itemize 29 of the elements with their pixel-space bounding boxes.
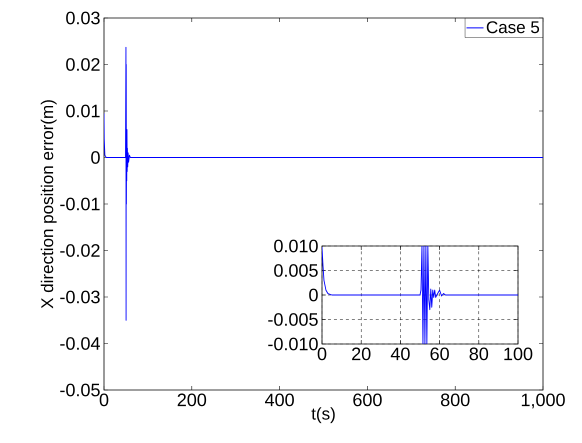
y-tick-label: 0.010 (274, 240, 318, 252)
y-tick-label: -0.005 (268, 313, 318, 326)
y-tick-label: -0.05 (60, 384, 100, 396)
y-tick-label: -0.04 (60, 337, 100, 350)
y-tick-label: 0.03 (66, 12, 100, 24)
x-tick-label: 0 (318, 348, 326, 360)
x-tick-label: 20 (352, 348, 371, 360)
y-tick-label: 0 (91, 151, 100, 164)
x-tick-label: 60 (430, 348, 449, 360)
x-tick-label: 600 (353, 394, 382, 406)
y-tick-label: -0.01 (60, 198, 100, 210)
y-tick-label: -0.03 (60, 290, 100, 304)
y-tick-label: 0.02 (66, 58, 100, 71)
y-tick-label: 0 (309, 288, 318, 302)
x-tick-label: 400 (264, 394, 294, 406)
x-tick-label: 200 (178, 394, 206, 406)
y-tick-label: -0.010 (268, 338, 318, 350)
x-tick-label: 1,000 (522, 394, 565, 408)
y-tick-label: 0.01 (66, 104, 100, 118)
x-tick-label: 800 (440, 394, 470, 406)
y-tick-label: 0.005 (274, 264, 318, 277)
x-tick-label: 0 (100, 394, 108, 406)
legend-label: Case 5 (486, 21, 540, 34)
x-tick-label: 100 (504, 348, 532, 360)
y-axis-title: X direction position error(m) (40, 100, 57, 308)
x-tick-label: 80 (470, 348, 488, 360)
y-tick-label: -0.02 (60, 244, 100, 257)
x-tick-label: 40 (390, 348, 410, 360)
x-axis-title: t(s) (311, 407, 335, 424)
